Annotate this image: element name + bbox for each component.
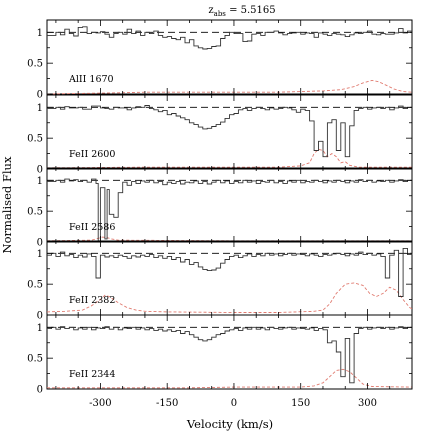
y-tick-label: 1 [37, 103, 43, 114]
y-tick-label: 0.5 [27, 354, 43, 365]
y-tick-label: 0 [37, 165, 43, 176]
flux-spectrum [47, 105, 412, 158]
y-tick-label: 1 [37, 249, 43, 260]
y-axis-label: Normalised Flux [0, 156, 14, 253]
y-tick-label: 0.5 [27, 207, 43, 218]
x-tick-label: 300 [358, 398, 377, 409]
ion-label: FeII 2344 [69, 369, 115, 380]
error-spectrum [46, 148, 412, 169]
y-tick-label: 0 [37, 311, 43, 322]
y-tick-label: 0 [37, 90, 43, 101]
chart-title: zabs = 5.5165 [208, 5, 275, 18]
ion-label: FeII 2600 [69, 149, 115, 160]
flux-spectrum [47, 178, 412, 242]
flux-spectrum [47, 326, 412, 384]
y-tick-label: 1 [37, 176, 43, 187]
ion-label: AlII 1670 [68, 74, 114, 85]
x-tick-label: -150 [156, 398, 178, 409]
error-spectrum [47, 368, 413, 389]
x-axis-tick-labels: -300 -150 0 150 300 [89, 398, 377, 409]
panel-frame [46, 19, 413, 95]
y-tick-label: 1 [37, 323, 43, 334]
panel-frame [46, 94, 413, 170]
panel-5: 0 0.5 1 FeII 2344 [27, 314, 413, 396]
y-tick-label: 0 [37, 238, 43, 249]
ion-label: FeII 2382 [69, 295, 115, 306]
flux-spectrum [47, 247, 413, 297]
panel-frame [46, 314, 413, 390]
y-tick-label: 0.5 [27, 134, 43, 145]
error-spectrum [46, 236, 412, 242]
y-tick-label: 1 [37, 28, 43, 39]
flux-spectrum [47, 26, 412, 50]
x-tick-label: 150 [291, 398, 310, 409]
y-tick-label: 0.5 [27, 59, 43, 70]
x-tick-label: 0 [231, 398, 237, 409]
panel-frame [46, 167, 413, 243]
x-axis-label: Velocity (km/s) [186, 417, 273, 431]
ion-label: FeII 2586 [69, 222, 115, 233]
error-spectrum [46, 282, 413, 313]
panel-2: 0 0.5 1 FeII 2600 [27, 94, 413, 176]
panel-4: 0 0.5 1 FeII 2382 [27, 240, 413, 322]
spectrum-panels: 0 0.5 1 AlII 1670 0 0.5 1 FeII 2600 0 0.5 1 FeII 25… [27, 19, 413, 396]
x-tick-label: -300 [89, 398, 111, 409]
panel-1: 0 0.5 1 AlII 1670 [27, 19, 413, 101]
panel-3: 0 0.5 1 FeII 2586 [27, 167, 413, 249]
y-tick-label: 0.5 [27, 280, 43, 291]
y-tick-label: 0 [37, 385, 43, 396]
